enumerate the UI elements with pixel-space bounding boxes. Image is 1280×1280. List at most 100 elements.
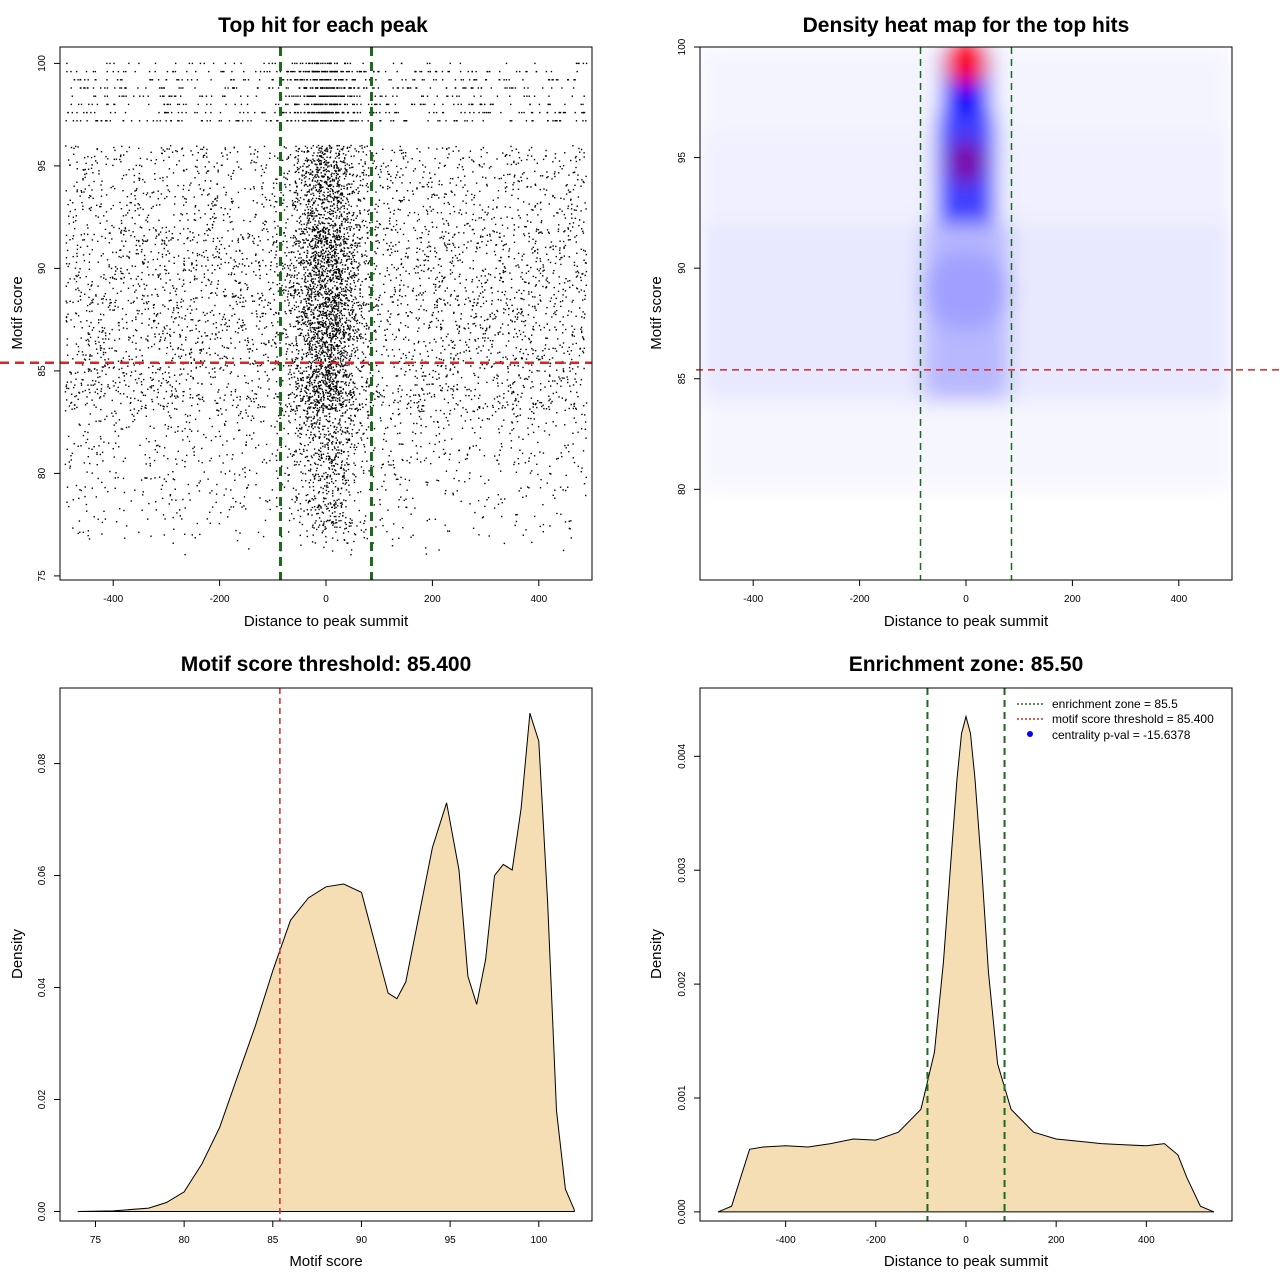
scatter-point <box>496 206 498 208</box>
scatter-point <box>342 444 344 446</box>
scatter-point <box>360 103 362 106</box>
scatter-point <box>331 550 334 552</box>
scatter-point <box>289 371 291 373</box>
scatter-point <box>253 363 255 365</box>
scatter-point <box>471 279 474 281</box>
scatter-point <box>186 326 189 328</box>
scatter-point <box>350 394 352 397</box>
scatter-point <box>230 489 232 491</box>
scatter-point <box>329 370 331 373</box>
scatter-point <box>101 326 103 329</box>
scatter-point <box>337 184 339 186</box>
scatter-point <box>539 383 542 385</box>
scatter-point <box>137 275 139 278</box>
scatter-point <box>454 254 457 257</box>
scatter-point <box>390 313 392 315</box>
scatter-point <box>358 322 361 324</box>
scatter-point <box>568 520 570 522</box>
scatter-point <box>313 79 315 81</box>
scatter-point <box>258 269 261 271</box>
scatter-point <box>303 260 305 262</box>
scatter-point <box>68 215 70 217</box>
scatter-point <box>72 386 75 389</box>
scatter-point <box>288 519 291 522</box>
scatter-point <box>517 188 520 190</box>
scatter-point <box>338 217 340 219</box>
scatter-point <box>265 443 268 446</box>
scatter-point <box>319 436 321 438</box>
scatter-point <box>347 95 349 97</box>
scatter-point <box>558 276 560 278</box>
scatter-point <box>343 205 346 207</box>
scatter-point <box>312 229 314 232</box>
scatter-point <box>484 330 487 332</box>
scatter-point <box>154 440 157 442</box>
scatter-point <box>177 312 179 314</box>
scatter-point <box>299 424 301 426</box>
scatter-point <box>139 444 141 446</box>
scatter-point <box>312 87 314 89</box>
scatter-point <box>70 146 73 149</box>
scatter-point <box>314 200 317 202</box>
scatter-point <box>561 455 563 458</box>
scatter-point <box>227 262 230 264</box>
scatter-point <box>573 79 575 81</box>
scatter-point <box>303 281 306 283</box>
scatter-point <box>320 398 322 400</box>
scatter-point <box>553 173 556 175</box>
scatter-point <box>269 302 271 304</box>
scatter-point <box>519 414 521 416</box>
scatter-point <box>453 103 455 106</box>
scatter-point <box>461 166 464 168</box>
scatter-point <box>434 518 437 520</box>
scatter-point <box>475 313 477 315</box>
scatter-point <box>235 120 237 122</box>
scatter-point <box>349 391 351 393</box>
scatter-point <box>528 487 530 489</box>
scatter-point <box>459 70 462 73</box>
scatter-point <box>338 301 340 303</box>
scatter-point <box>336 275 338 278</box>
scatter-point <box>534 296 536 298</box>
scatter-point <box>341 299 343 302</box>
scatter-point <box>195 308 198 310</box>
scatter-point <box>293 304 296 307</box>
scatter-point <box>303 177 306 179</box>
scatter-point <box>78 103 80 106</box>
scatter-point <box>310 188 313 190</box>
scatter-point <box>304 228 306 231</box>
scatter-point <box>337 505 339 507</box>
scatter-point <box>326 383 328 385</box>
scatter-point <box>321 475 323 477</box>
scatter-point <box>457 176 459 179</box>
scatter-point <box>374 228 376 231</box>
scatter-point <box>345 260 348 262</box>
scatter-point <box>395 244 397 246</box>
scatter-point <box>544 155 547 157</box>
scatter-point <box>582 120 584 122</box>
scatter-point <box>99 347 102 349</box>
scatter-point <box>340 506 343 508</box>
scatter-point <box>398 413 401 415</box>
scatter-point <box>120 219 123 222</box>
scatter-point <box>161 256 164 258</box>
scatter-point <box>448 344 450 346</box>
scatter-point <box>565 474 567 477</box>
scatter-point <box>166 405 168 408</box>
scatter-point <box>455 145 457 148</box>
scatter-point <box>497 333 500 336</box>
scatter-point <box>345 489 348 491</box>
scatter-point <box>250 153 252 155</box>
scatter-point <box>128 169 130 171</box>
scatter-point <box>344 289 347 291</box>
scatter-point <box>137 312 139 315</box>
scatter-point <box>354 296 356 298</box>
scatter-point <box>163 326 165 328</box>
scatter-point <box>220 366 222 369</box>
scatter-point <box>453 477 455 480</box>
scatter-point <box>126 321 128 324</box>
scatter-point <box>517 393 519 396</box>
scatter-point <box>397 208 399 210</box>
scatter-point <box>480 95 482 97</box>
scatter-point <box>546 277 548 279</box>
